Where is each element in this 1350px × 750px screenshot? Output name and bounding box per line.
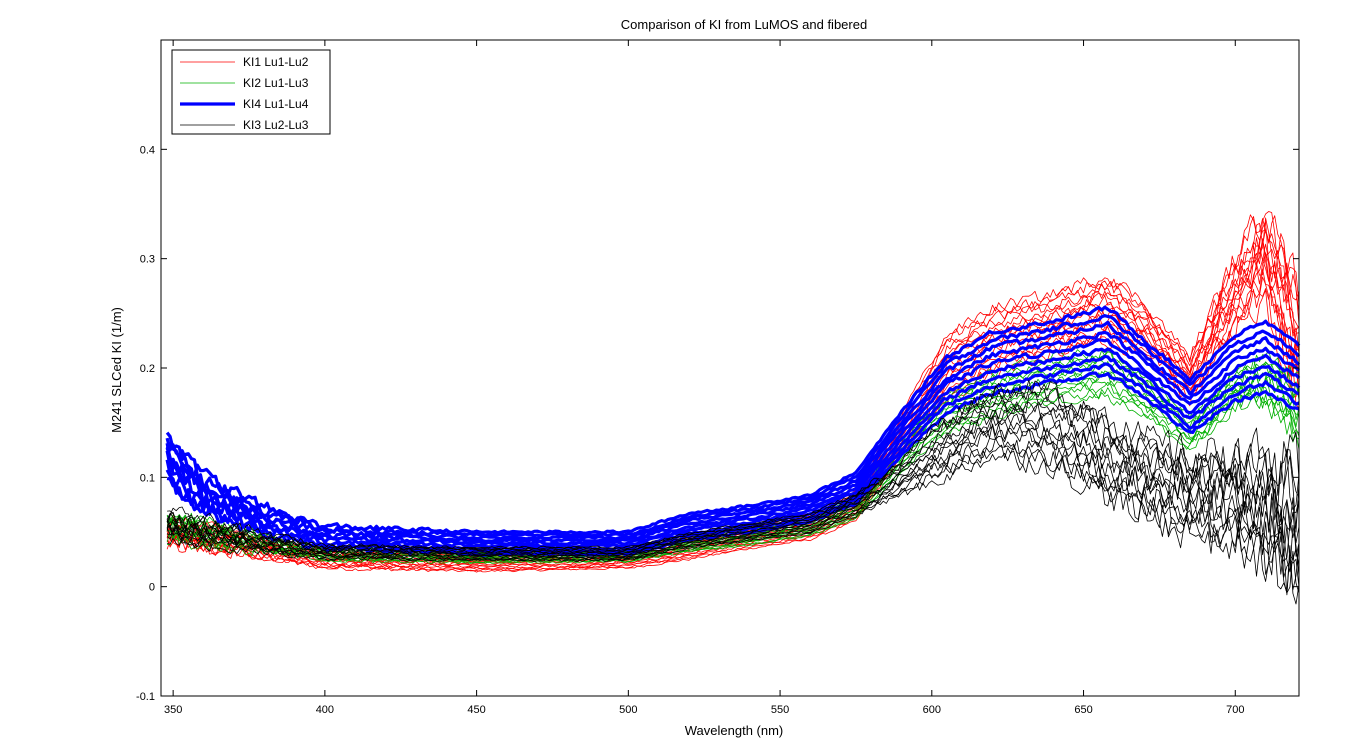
series-layer (165, 211, 1301, 605)
series-4-curve (166, 413, 1300, 555)
legend-label: KI1 Lu1-Lu2 (243, 55, 309, 69)
series-4-curve (166, 401, 1300, 553)
ticks-layer: 350 400 450 500 550 600 650 700 -0.1 0 0.1 0.2 0.3 0.… (136, 40, 1299, 716)
y-tick-label: 0.1 (140, 472, 155, 484)
plot-area (161, 40, 1301, 696)
series-4-curve (167, 450, 1300, 594)
series-3-curve (165, 330, 1300, 544)
legend-label: KI3 Lu2-Lu3 (243, 118, 309, 132)
y-tick-label: 0.2 (140, 363, 155, 375)
x-tick-label: 550 (771, 704, 789, 716)
plot-background (161, 40, 1299, 696)
x-tick-label: 500 (619, 704, 637, 716)
series-4-curve (166, 422, 1300, 577)
series-1-curve (166, 252, 1300, 568)
x-tick-label: 400 (316, 704, 334, 716)
series-4-curve (166, 437, 1300, 591)
x-tick-label: 350 (164, 704, 182, 716)
x-tick-label: 450 (467, 704, 485, 716)
series-3-curve (165, 320, 1301, 541)
x-tick-label: 600 (923, 704, 941, 716)
x-axis-title: Wavelength (nm) (685, 723, 784, 738)
y-tick-label: 0.3 (140, 254, 155, 266)
series-4-curve (166, 379, 1300, 549)
y-tick-label: 0 (149, 582, 155, 594)
y-tick-label: 0.4 (140, 144, 155, 156)
x-tick-label: 700 (1226, 704, 1244, 716)
series-2-curve (166, 387, 1300, 564)
legend-box (171, 49, 331, 135)
y-axis-title: M241 SLCed KI (1/m) (109, 307, 124, 433)
series-4-curve (166, 406, 1300, 554)
series-3-curve (165, 347, 1301, 549)
series-4 (166, 379, 1300, 605)
legend-entries: KI1 Lu1-Lu2 KI2 Lu1-Lu3 KI4 Lu1-Lu4 KI3 Lu2… (180, 55, 309, 132)
series-3-curve (165, 305, 1301, 535)
y-tick-label: -0.1 (136, 691, 155, 703)
chart-title: Comparison of KI from LuMOS and fibered (621, 17, 867, 32)
legend-label: KI2 Lu1-Lu3 (243, 76, 309, 90)
series-2-curve (166, 370, 1300, 558)
legend: KI1 Lu1-Lu2 KI2 Lu1-Lu3 KI4 Lu1-Lu4 KI3 Lu2… (171, 49, 331, 135)
legend-label: KI4 Lu1-Lu4 (243, 97, 309, 111)
x-tick-label: 650 (1074, 704, 1092, 716)
